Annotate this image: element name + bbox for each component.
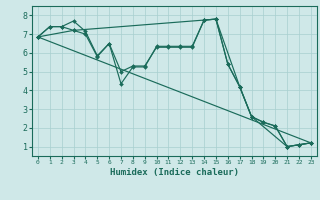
X-axis label: Humidex (Indice chaleur): Humidex (Indice chaleur) (110, 168, 239, 177)
